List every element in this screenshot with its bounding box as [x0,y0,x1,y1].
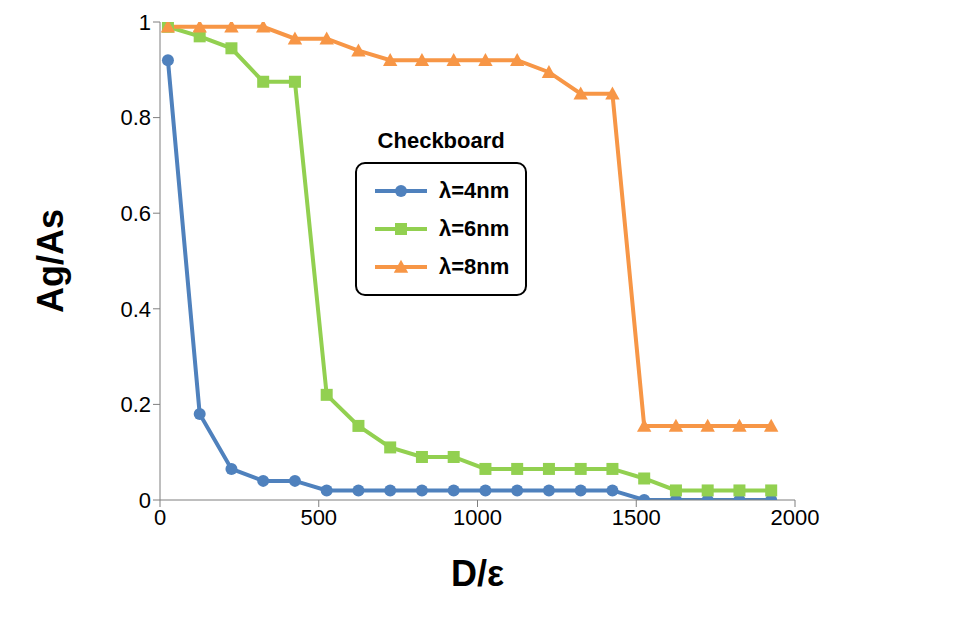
svg-text:0.6: 0.6 [120,201,151,226]
svg-text:Ag/As: Ag/As [30,209,71,313]
svg-text:1000: 1000 [453,505,502,530]
html-text:λ=6nm: λ=6nm [439,216,510,241]
svg-text:1: 1 [139,10,151,35]
svg-text:500: 500 [300,505,337,530]
svg-text:0: 0 [154,505,166,530]
svg-text:0: 0 [139,488,151,513]
svg-text:0.4: 0.4 [120,297,151,322]
svg-text:2000: 2000 [771,505,820,530]
svg-text:0.8: 0.8 [120,105,151,130]
svg-text:D/ε: D/ε [451,553,504,594]
html-text:λ=4nm: λ=4nm [439,178,510,203]
svg-text:1500: 1500 [612,505,661,530]
svg-text:0.2: 0.2 [120,392,151,417]
html-text:λ=8nm: λ=8nm [439,254,510,279]
html-text:Checkboard: Checkboard [377,128,505,153]
